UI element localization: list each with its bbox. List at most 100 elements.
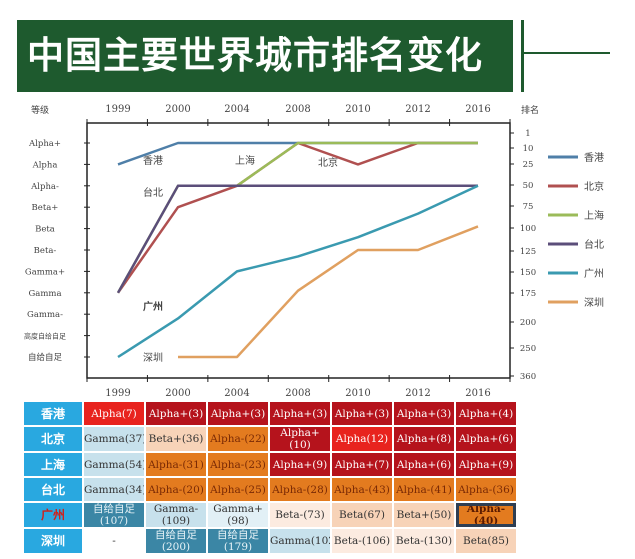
rank-cell: Alpha+(4) <box>456 402 516 425</box>
rank-tick-label: 125 <box>520 247 536 257</box>
divider-horizontal <box>522 52 610 54</box>
rank-cell: Alpha(7) <box>84 402 144 425</box>
rank-tick-label: 100 <box>520 224 536 234</box>
legend-label: 香港 <box>584 152 604 164</box>
rank-cell: - <box>84 529 144 553</box>
rank-cell: Gamma(54) <box>84 453 144 476</box>
inline-series-label: 北京 <box>318 156 338 169</box>
y-tick-label: Gamma <box>28 289 61 299</box>
series-line-广州 <box>117 184 479 359</box>
legend-label: 台北 <box>584 238 604 251</box>
rank-cell: Alpha+(7) <box>332 453 392 476</box>
rank-cell: Beta-(106) <box>332 529 392 553</box>
rank-cell: Gamma(34) <box>84 478 144 501</box>
rank-tick-label: 1 <box>525 129 530 139</box>
rank-cell: Alpha-(31) <box>146 453 206 476</box>
rank-tick-label: 25 <box>523 160 534 170</box>
rank-cell: Beta+(50) <box>394 503 454 527</box>
rank-cell: Beta-(130) <box>394 529 454 553</box>
city-name-cell: 深圳 <box>24 529 82 553</box>
y-tick-label: Gamma- <box>27 310 63 320</box>
rank-cell: Gamma(102) <box>270 529 330 553</box>
series-line-台北 <box>116 184 478 294</box>
table-row: 上海 Gamma(54) Alpha-(31) Alpha-(23) Alpha+(9)… <box>24 453 516 476</box>
legend-label: 深圳 <box>584 297 604 309</box>
y-tick-label: Alpha+ <box>28 139 61 149</box>
x-tick-label-bottom: 1999 <box>105 388 130 399</box>
table-row: 深圳-自给自足(200)自给自足(179)Gamma(102)Beta-(106… <box>24 529 516 553</box>
x-tick-label-top: 2004 <box>224 104 249 115</box>
legend-label: 广州 <box>584 268 604 280</box>
rank-cell: 自给自足(107) <box>84 503 144 527</box>
inline-series-label: 上海 <box>235 154 255 167</box>
city-name-cell: 北京 <box>24 427 82 451</box>
rank-cell: Alpha-(23) <box>208 453 268 476</box>
x-tick-label-top: 1999 <box>105 104 130 115</box>
rank-cell: Beta(85) <box>456 529 516 553</box>
ranking-table: 香港 Alpha(7) Alpha+(3) Alpha+(3) Alpha+(3) Alp… <box>22 400 518 555</box>
x-tick-label-bottom: 2010 <box>345 388 370 399</box>
rank-cell: Alpha+(8) <box>394 427 454 451</box>
rank-cell: Beta+(36) <box>146 427 206 451</box>
rank-tick-label: 150 <box>520 268 536 278</box>
rank-cell: Alpha-(22) <box>208 427 268 451</box>
rank-cell: Beta-(73) <box>270 503 330 527</box>
rank-cell: Alpha-(28) <box>270 478 330 501</box>
table-row: 北京 Gamma(37) Beta+(36) Alpha-(22) Alpha+(10)… <box>24 427 516 451</box>
rank-cell: Beta(67) <box>332 503 392 527</box>
rank-cell: Gamma+(98) <box>208 503 268 527</box>
ranking-line-chart: 等级 排名 1999 1999 2000 2000 2004 2004 2008 2008 2010… <box>24 104 604 399</box>
x-tick-label-bottom: 2012 <box>405 388 430 399</box>
rank-tick-label: 250 <box>520 344 536 354</box>
rank-cell: Gamma(37) <box>84 427 144 451</box>
rank-cell: Alpha-(20) <box>146 478 206 501</box>
table-row: 广州 自给自足(107) Gamma-(109) Gamma+(98) Beta-(73… <box>24 503 516 527</box>
rank-cell: Alpha-(25) <box>208 478 268 501</box>
rank-cell: Alpha-(41) <box>394 478 454 501</box>
rank-tick-label: 175 <box>520 289 536 299</box>
right-axis-label: 排名 <box>521 104 539 116</box>
y-tick-label: Gamma+ <box>25 267 65 277</box>
rank-cell: 自给自足(200) <box>146 529 206 553</box>
inline-series-label: 台北 <box>143 186 163 199</box>
rank-tick-label: 75 <box>523 202 534 212</box>
rank-cell: Alpha+(3) <box>332 402 392 425</box>
y-tick-label: 自给自足 <box>28 352 63 363</box>
rank-cell: Alpha+(6) <box>394 453 454 476</box>
legend-label: 上海 <box>584 209 604 222</box>
table-row: 台北 Gamma(34) Alpha-(20) Alpha-(25) Alpha-(28… <box>24 478 516 501</box>
rank-cell: Alpha(12) <box>332 427 392 451</box>
table-row: 香港 Alpha(7) Alpha+(3) Alpha+(3) Alpha+(3) Alp… <box>24 402 516 425</box>
y-tick-label: 高度自给自足 <box>24 332 66 341</box>
rank-cell: Alpha+(3) <box>270 402 330 425</box>
y-tick-label: Beta <box>35 225 55 235</box>
x-tick-label-top: 2016 <box>465 104 490 115</box>
x-tick-label-top: 2008 <box>285 104 310 115</box>
rank-tick-label: 200 <box>520 318 536 328</box>
rank-cell: Alpha+(3) <box>146 402 206 425</box>
divider-vertical <box>521 20 524 92</box>
rank-cell: Alpha+(3) <box>208 402 268 425</box>
y-tick-label: Beta- <box>34 246 57 256</box>
rank-cell: Alpha-(43) <box>332 478 392 501</box>
title-banner: 中国主要世界城市排名变化 <box>17 20 513 92</box>
x-tick-label-bottom: 2008 <box>285 388 310 399</box>
rank-cell: Alpha+(9) <box>270 453 330 476</box>
rank-cell: Alpha+(10) <box>270 427 330 451</box>
series-line-北京 <box>116 141 478 294</box>
city-name-cell: 上海 <box>24 453 82 476</box>
city-name-cell: 台北 <box>24 478 82 501</box>
rank-cell: Gamma-(109) <box>146 503 206 527</box>
y-tick-label: Alpha- <box>30 182 59 192</box>
rank-tick-label: 10 <box>523 144 534 154</box>
rank-cell: Alpha-(36) <box>456 478 516 501</box>
x-tick-label-top: 2012 <box>405 104 430 115</box>
city-name-cell: 广州 <box>24 503 82 527</box>
legend-label: 北京 <box>584 180 604 193</box>
city-name-cell: 香港 <box>24 402 82 425</box>
x-tick-label-top: 2010 <box>345 104 370 115</box>
series-line-香港 <box>117 141 478 166</box>
series-line-深圳 <box>178 225 479 359</box>
x-tick-label-bottom: 2004 <box>224 388 249 399</box>
rank-cell: Alpha+(3) <box>394 402 454 425</box>
